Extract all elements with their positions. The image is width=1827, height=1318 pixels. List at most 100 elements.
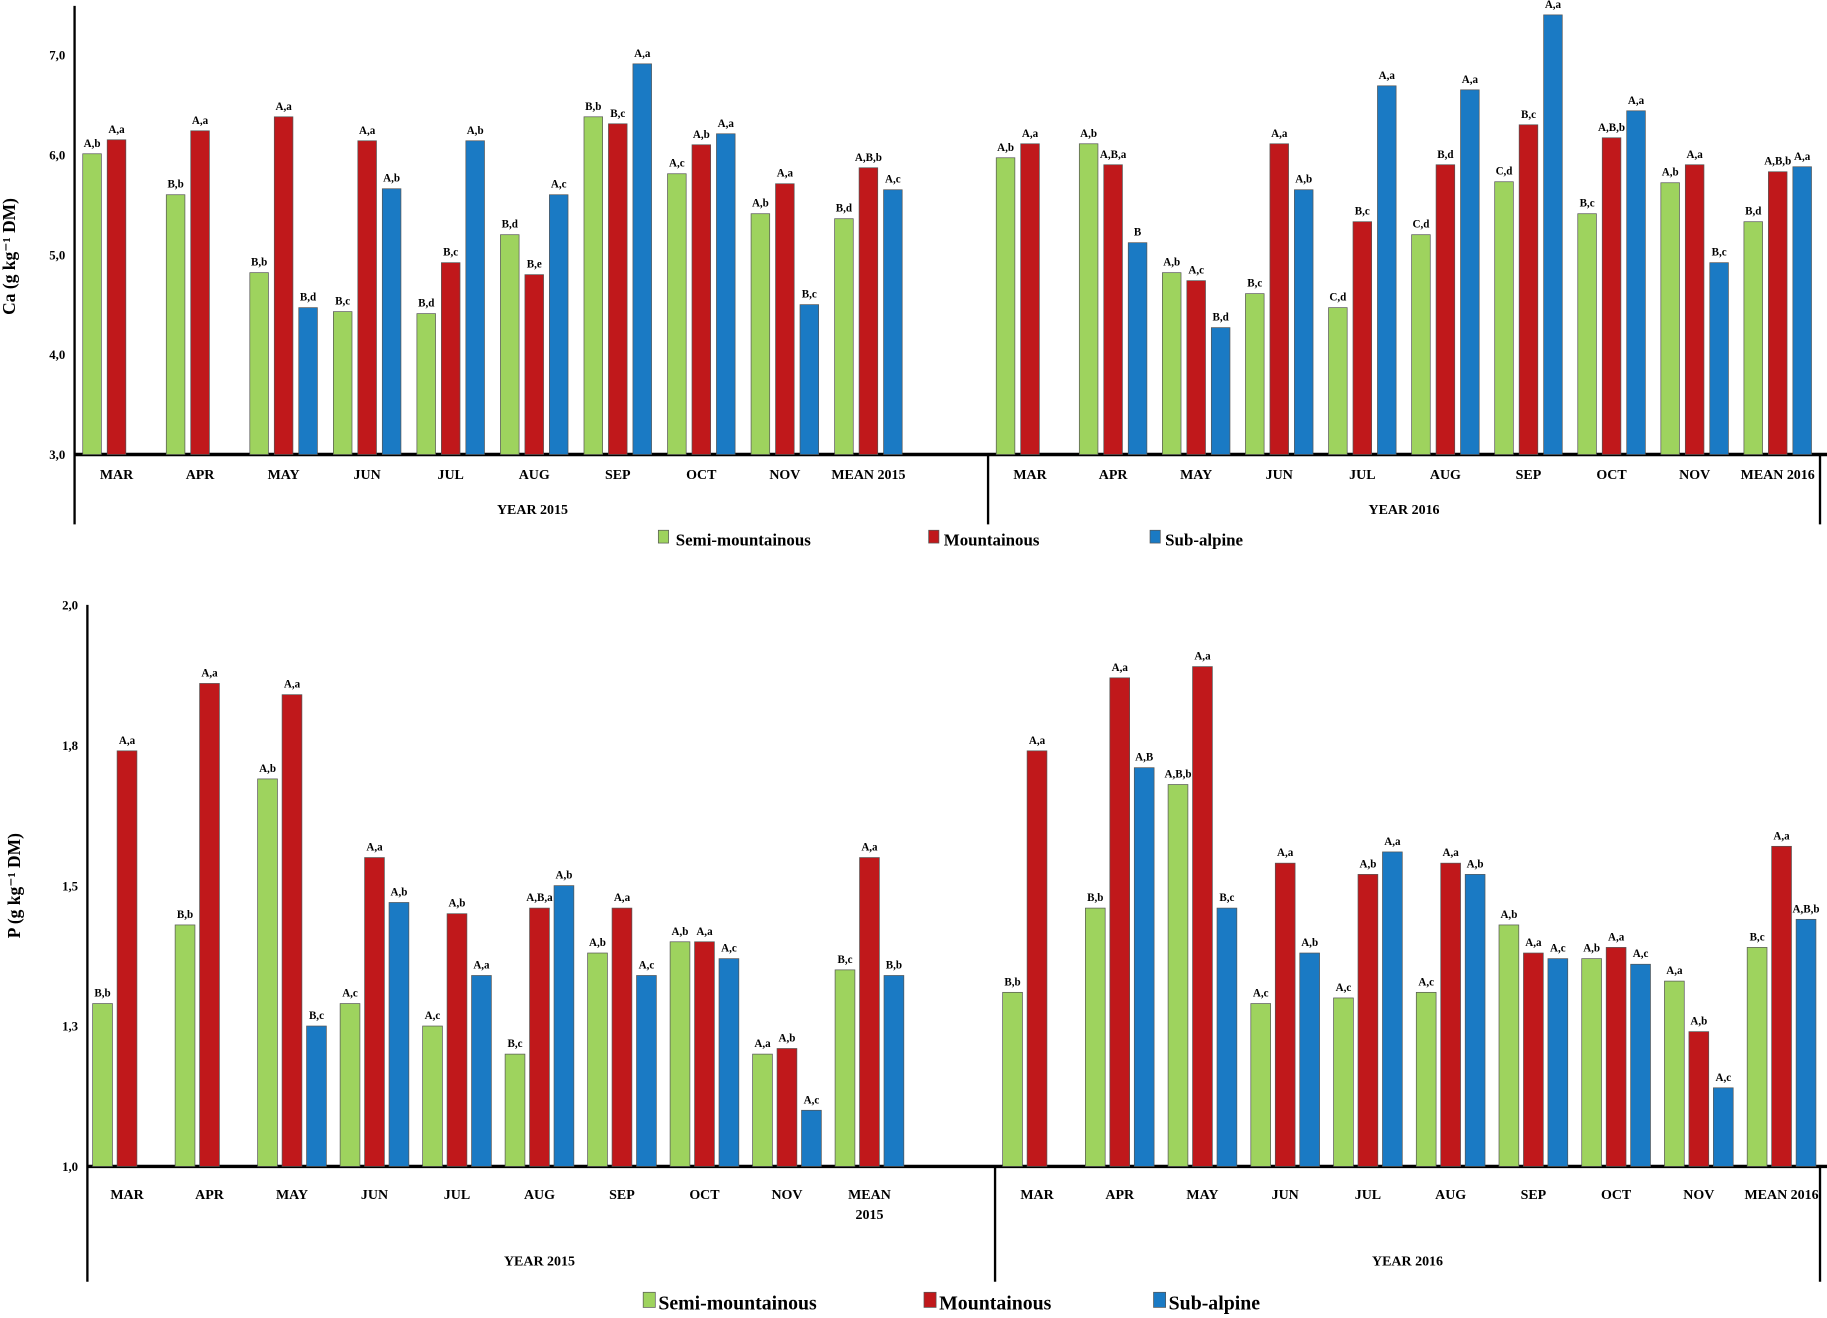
x-tick-label: JUN bbox=[1266, 468, 1293, 483]
x-tick-label: AUG bbox=[519, 468, 550, 483]
bar-sub-alpine bbox=[388, 902, 410, 1167]
legend-entry: Sub-alpine bbox=[1169, 1293, 1261, 1315]
bar-mountainous bbox=[1109, 677, 1130, 1167]
bar-semi-mountainous bbox=[587, 952, 608, 1167]
bar-sub-alpine bbox=[306, 1025, 327, 1167]
bar-sub-alpine bbox=[883, 975, 905, 1167]
bar-semi-mountainous bbox=[834, 218, 854, 455]
data-label: A,b bbox=[1662, 167, 1679, 179]
bar-sub-alpine bbox=[1792, 166, 1812, 455]
x-tick-label: MEAN 2016 bbox=[1741, 468, 1815, 483]
year-label: YEAR 2015 bbox=[497, 503, 568, 518]
bar-sub-alpine bbox=[1709, 262, 1729, 455]
bar-semi-mountainous bbox=[1085, 907, 1106, 1167]
x-tick-label: APR bbox=[195, 1188, 225, 1203]
bar-mountainous bbox=[859, 857, 880, 1167]
bar-semi-mountainous bbox=[174, 924, 196, 1167]
bar-semi-mountainous bbox=[257, 778, 278, 1167]
data-label: B bbox=[1134, 227, 1142, 239]
bar-mountainous bbox=[106, 139, 127, 455]
bar-sub-alpine bbox=[1382, 851, 1403, 1167]
data-label: A,a bbox=[1545, 0, 1562, 11]
bar-semi-mountainous bbox=[1746, 947, 1768, 1167]
bar-mountainous bbox=[116, 750, 138, 1167]
legend-entry: Mountainous bbox=[944, 530, 1040, 549]
data-label: A,b bbox=[391, 886, 408, 898]
bar-semi-mountainous bbox=[1333, 997, 1354, 1167]
bar-mountainous bbox=[1601, 137, 1622, 455]
data-label: A,B,a bbox=[1100, 149, 1127, 161]
data-label: A,a bbox=[1608, 931, 1625, 943]
bar-mountainous bbox=[1192, 666, 1213, 1167]
data-label: B,b bbox=[585, 101, 601, 113]
legend-swatch-mountainous bbox=[923, 1291, 937, 1308]
bar-sub-alpine bbox=[471, 975, 492, 1167]
x-tick-label: JUN bbox=[354, 468, 381, 483]
data-label: A,b bbox=[1295, 174, 1312, 186]
bar-sub-alpine bbox=[801, 1109, 822, 1167]
data-label: A,a bbox=[284, 679, 301, 691]
data-label: B,b bbox=[1087, 892, 1103, 904]
data-label: A,c bbox=[1336, 982, 1352, 994]
bar-semi-mountainous bbox=[1498, 924, 1520, 1167]
x-tick-label: MEAN 2016 bbox=[1745, 1188, 1819, 1203]
bar-sub-alpine bbox=[718, 958, 740, 1167]
data-label: A,B,b bbox=[855, 152, 882, 164]
data-label: A,b bbox=[1500, 909, 1517, 921]
bar-mountainous bbox=[858, 167, 879, 455]
data-label: B,c bbox=[1750, 931, 1765, 943]
x-tick-label: SEP bbox=[605, 468, 631, 483]
data-label: B,b bbox=[251, 257, 267, 269]
data-label: A,b bbox=[1467, 858, 1484, 870]
data-label: B,c bbox=[1355, 206, 1370, 218]
data-label: A,B,a bbox=[526, 892, 553, 904]
x-tick-label: JUL bbox=[444, 1188, 470, 1203]
bar-mountainous bbox=[529, 907, 550, 1167]
data-label: C,d bbox=[1496, 166, 1514, 178]
bar-sub-alpine bbox=[465, 140, 485, 455]
data-label: B,c bbox=[507, 1038, 522, 1050]
x-tick-label: AUG bbox=[524, 1188, 555, 1203]
x-tick-label: AUG bbox=[1430, 468, 1461, 483]
data-label: A,B,b bbox=[1598, 122, 1625, 134]
data-label: A,c bbox=[639, 959, 655, 971]
data-label: A,a bbox=[1194, 651, 1211, 663]
bar-mountainous bbox=[608, 123, 628, 455]
data-label: A,c bbox=[342, 988, 358, 1000]
data-label: A,a bbox=[1112, 662, 1129, 674]
data-label: A,b bbox=[467, 125, 484, 137]
bar-sub-alpine bbox=[1464, 874, 1486, 1167]
data-label: A,b bbox=[589, 937, 606, 949]
data-label: A,a bbox=[1029, 735, 1046, 747]
data-label: A,a bbox=[119, 735, 136, 747]
data-label: A,b bbox=[1583, 943, 1600, 955]
data-label: A,a bbox=[861, 842, 878, 854]
data-label: A,B,b bbox=[1793, 903, 1820, 915]
bar-sub-alpine bbox=[632, 63, 652, 455]
bar-semi-mountainous bbox=[1411, 234, 1431, 455]
data-label: A,a bbox=[1462, 74, 1479, 86]
bar-mountainous bbox=[273, 116, 294, 455]
data-label: A,c bbox=[804, 1094, 820, 1106]
data-label: B,c bbox=[309, 1010, 324, 1022]
y-tick-label: 5,0 bbox=[49, 248, 65, 262]
data-label: B,b bbox=[1004, 976, 1020, 988]
bar-mountainous bbox=[441, 262, 461, 455]
legend-entry: Semi-mountainous bbox=[676, 530, 811, 549]
data-label: A,a bbox=[634, 48, 651, 60]
data-label: A,b bbox=[556, 870, 573, 882]
bar-mountainous bbox=[1020, 143, 1040, 455]
data-label: A,a bbox=[275, 101, 292, 113]
data-label: A,B bbox=[1135, 752, 1154, 764]
year-label: YEAR 2016 bbox=[1372, 1254, 1443, 1269]
bar-mountainous bbox=[1352, 221, 1372, 455]
bar-sub-alpine bbox=[1377, 85, 1397, 455]
legend-entry: Semi-mountainous bbox=[658, 1293, 817, 1315]
y-tick-label: 1,5 bbox=[62, 879, 78, 893]
bar-semi-mountainous bbox=[1250, 1003, 1271, 1167]
x-tick-label: AUG bbox=[1435, 1188, 1466, 1203]
data-label: B,d bbox=[1745, 206, 1762, 218]
x-tick-label: OCT bbox=[1596, 468, 1627, 483]
y-axis-label: Ca (g kg⁻¹ DM) bbox=[0, 198, 19, 315]
